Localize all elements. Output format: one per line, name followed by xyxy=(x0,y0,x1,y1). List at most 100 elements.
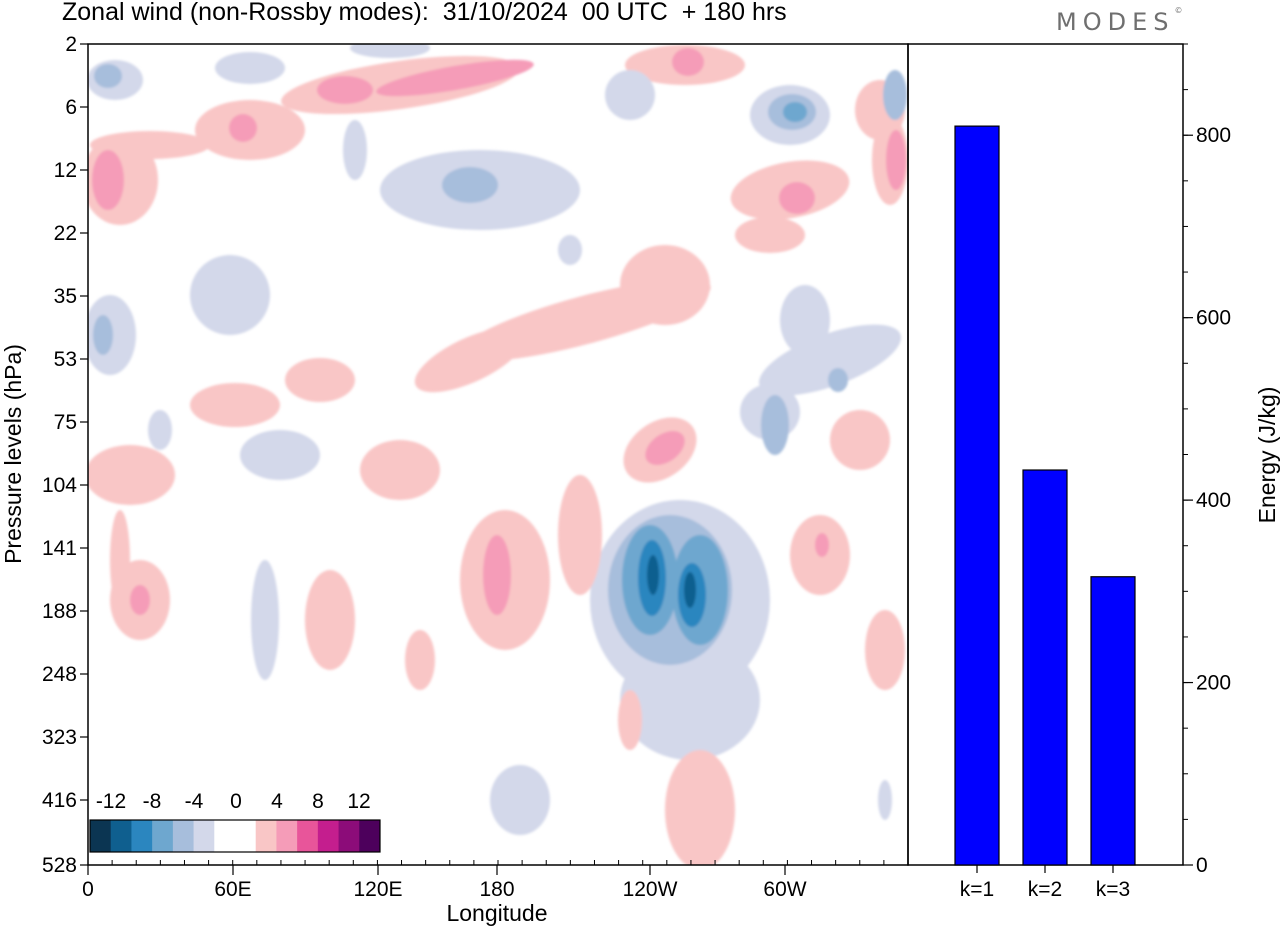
contour-region xyxy=(758,324,902,396)
colorbar-swatch xyxy=(152,820,174,852)
y-tick-label: 53 xyxy=(54,348,77,371)
colorbar-label: -12 xyxy=(96,790,126,813)
colorbar-swatch xyxy=(90,820,112,852)
bar-y-tick-label: 400 xyxy=(1196,489,1231,512)
contour-region xyxy=(251,560,279,680)
contour-region xyxy=(620,245,710,325)
colorbar: -12 -8 -4 0 4 8 12 xyxy=(89,790,381,853)
bar-y-tick-label: 600 xyxy=(1196,307,1231,330)
x-tick-label: 180 xyxy=(479,878,514,901)
colorbar-swatch xyxy=(131,820,153,852)
y-tick-label: 35 xyxy=(54,285,77,308)
contour-region xyxy=(828,368,848,392)
contour-region xyxy=(442,167,498,203)
colorbar-swatch xyxy=(172,820,195,852)
x-tick-label: 120W xyxy=(623,878,678,901)
heatmap-axes: 0 60E 120E 180 120W 60W 2 6 12 22 35 53 75 104 141 188 2… xyxy=(42,33,909,901)
x-tick-label: 60W xyxy=(763,878,806,901)
colorbar-swatch xyxy=(276,820,298,852)
contour-region xyxy=(618,690,642,750)
x-axis-title: Longitude xyxy=(446,900,547,926)
contour-region xyxy=(94,64,122,88)
bar-y-tick-label: 200 xyxy=(1196,672,1231,695)
y-tick-label: 188 xyxy=(42,600,77,623)
logo-mark: © xyxy=(1174,6,1183,15)
bar-y-tick-label: 0 xyxy=(1196,854,1208,877)
colorbar-swatch xyxy=(297,820,319,852)
y-tick-label: 12 xyxy=(54,159,77,182)
contour-region xyxy=(558,475,602,595)
y-tick-label: 2 xyxy=(65,33,77,56)
colorbar-swatch xyxy=(317,820,340,852)
contour-region xyxy=(93,315,113,355)
contour-region xyxy=(130,585,150,615)
contour-region xyxy=(620,640,760,760)
colorbar-swatch xyxy=(359,820,381,852)
contour-region xyxy=(645,430,685,466)
contour-region xyxy=(815,533,829,557)
contour-region xyxy=(780,285,830,355)
contour-region xyxy=(305,570,355,670)
colorbar-label: -8 xyxy=(143,790,162,813)
y-tick-label: 104 xyxy=(42,474,77,497)
colorbar-swatch xyxy=(338,820,360,852)
modes-logo: MODES© xyxy=(1056,6,1183,36)
logo-text: MODES xyxy=(1056,8,1175,36)
contour-region xyxy=(229,114,257,142)
contour-region xyxy=(148,410,172,450)
contour-region xyxy=(558,235,582,265)
x-tick-label: 120E xyxy=(353,878,402,901)
contour-region xyxy=(605,70,655,120)
energy-bar-k1 xyxy=(954,125,1000,866)
colorbar-label: 0 xyxy=(230,790,242,813)
contour-region xyxy=(761,395,789,455)
chart-title: Zonal wind (non-Rossby modes): 31/10/202… xyxy=(62,0,787,26)
contour-region xyxy=(878,780,892,820)
colorbar-swatch xyxy=(214,820,236,852)
contour-region xyxy=(483,535,511,615)
y-tick-label: 6 xyxy=(65,96,77,119)
bar-category-label: k=3 xyxy=(1096,878,1130,901)
contour-region xyxy=(317,76,373,104)
x-tick-label: 60E xyxy=(214,878,251,901)
contour-region xyxy=(647,555,659,595)
bar-category-label: k=1 xyxy=(960,878,994,901)
energy-bar-chart: 0 200 400 600 800 k=1 k=2 k=3 xyxy=(907,43,1231,901)
y-tick-label: 22 xyxy=(54,222,77,245)
energy-bar-k3 xyxy=(1090,576,1136,866)
colorbar-label: 12 xyxy=(347,790,370,813)
y-tick-label: 528 xyxy=(42,854,77,877)
contour-region xyxy=(779,182,815,214)
contour-region xyxy=(886,130,906,190)
colorbar-swatch xyxy=(110,820,132,852)
bar-category-label: k=2 xyxy=(1028,878,1062,901)
colorbar-label: 4 xyxy=(271,790,283,813)
wind-heatmap xyxy=(88,44,908,865)
colorbar-label: -4 xyxy=(185,790,204,813)
contour-region xyxy=(490,765,550,835)
contour-region xyxy=(883,70,907,120)
x-tick-label: 0 xyxy=(82,878,94,901)
contour-region xyxy=(684,572,696,608)
bar-y-axis-title: Energy (J/kg) xyxy=(1254,387,1280,524)
contour-region xyxy=(735,217,805,253)
y-tick-label: 248 xyxy=(42,663,77,686)
contour-region xyxy=(350,44,430,58)
y-tick-label: 323 xyxy=(42,726,77,749)
contour-region xyxy=(865,610,905,690)
colorbar-label: 8 xyxy=(312,790,324,813)
y-axis-title: Pressure levels (hPa) xyxy=(0,344,26,564)
contour-region xyxy=(92,150,124,210)
contour-region xyxy=(285,358,355,402)
y-tick-label: 416 xyxy=(42,789,77,812)
contour-region xyxy=(672,48,704,76)
contour-region xyxy=(414,327,526,393)
energy-bar-k2 xyxy=(1022,469,1068,866)
colorbar-swatch xyxy=(235,820,257,852)
colorbar-swatch xyxy=(193,820,215,852)
contour-region xyxy=(830,410,890,470)
colorbar-frame xyxy=(89,819,381,853)
contour-region xyxy=(88,445,175,505)
contour-region xyxy=(110,510,130,610)
contour-region xyxy=(343,120,367,180)
